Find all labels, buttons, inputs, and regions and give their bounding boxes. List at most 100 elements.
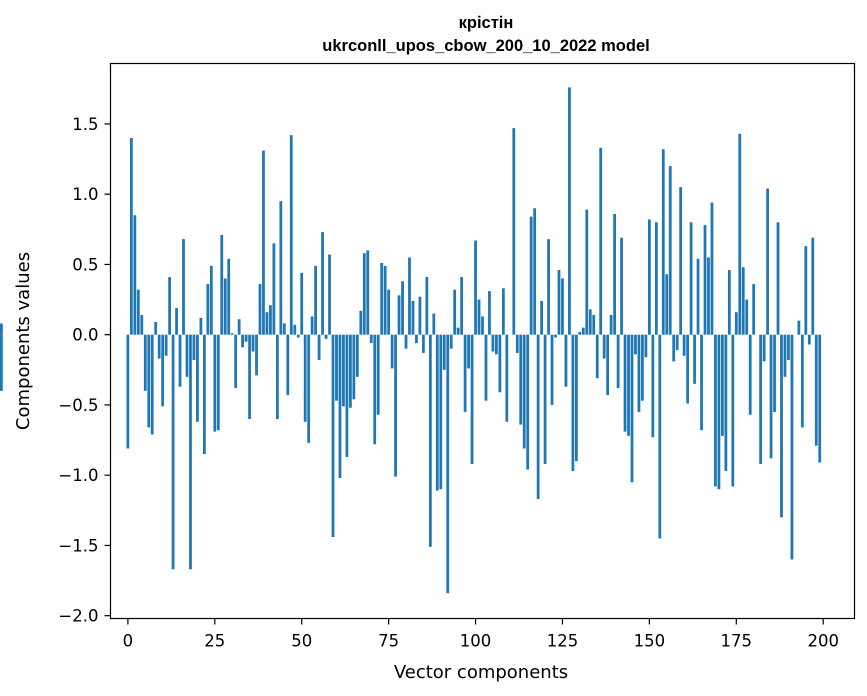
bar-133 bbox=[588, 309, 592, 335]
bar-33 bbox=[241, 334, 244, 348]
bar-23 bbox=[206, 284, 210, 335]
bar-135 bbox=[595, 334, 599, 379]
bar-113 bbox=[519, 334, 523, 425]
bar-169 bbox=[714, 334, 717, 487]
bar-109 bbox=[505, 334, 509, 422]
bar-39 bbox=[262, 150, 265, 335]
bar-30 bbox=[230, 333, 234, 335]
x-tick-label-200: 200 bbox=[807, 632, 839, 651]
bar-19 bbox=[192, 334, 196, 360]
bar-84 bbox=[418, 296, 422, 335]
bar-198 bbox=[814, 334, 818, 446]
y-tick-label-2: −1.0 bbox=[58, 466, 98, 485]
bar-105 bbox=[491, 334, 495, 352]
bar-3 bbox=[136, 289, 140, 335]
bar-180 bbox=[752, 284, 756, 335]
bar-123 bbox=[554, 334, 557, 338]
bar-20 bbox=[196, 334, 199, 422]
bar-1 bbox=[129, 137, 133, 335]
bar-156 bbox=[668, 166, 672, 335]
bar-40 bbox=[265, 312, 269, 335]
bar-171 bbox=[721, 334, 724, 436]
bar-119 bbox=[540, 300, 543, 335]
bar-152 bbox=[654, 222, 658, 335]
bar-148 bbox=[641, 334, 644, 401]
bar-168 bbox=[710, 202, 714, 335]
bar-96 bbox=[460, 277, 464, 335]
bar-44 bbox=[279, 201, 283, 335]
bar-150 bbox=[647, 219, 651, 335]
bar-185 bbox=[769, 334, 773, 459]
bar-137 bbox=[602, 334, 606, 359]
bar-190 bbox=[787, 334, 790, 360]
bar-45 bbox=[282, 323, 286, 335]
bar-77 bbox=[394, 334, 397, 477]
bar-197 bbox=[811, 237, 815, 335]
bar-14 bbox=[175, 307, 178, 335]
bar-28 bbox=[223, 278, 227, 335]
bar-194 bbox=[800, 334, 804, 428]
bar-51 bbox=[303, 334, 307, 422]
bar-178 bbox=[745, 299, 749, 335]
bar-102 bbox=[481, 316, 484, 335]
chart-title-line1: крістін bbox=[459, 14, 514, 32]
bar-35 bbox=[248, 334, 251, 419]
bar-87 bbox=[428, 334, 432, 547]
bar-70 bbox=[369, 334, 373, 344]
bar-50 bbox=[300, 272, 304, 335]
bar-112 bbox=[515, 334, 519, 353]
bar-46 bbox=[286, 334, 290, 396]
x-tick-label-0: 0 bbox=[123, 632, 134, 651]
y-tick-label-7: 1.5 bbox=[72, 115, 98, 134]
bar-42 bbox=[272, 243, 276, 335]
bar-64 bbox=[349, 334, 352, 408]
bar-57 bbox=[324, 334, 328, 339]
y-tick-label-3: −0.5 bbox=[58, 396, 98, 415]
bar-16 bbox=[182, 239, 185, 335]
bar-85 bbox=[422, 334, 425, 353]
y-tick-label-5: 0.5 bbox=[72, 255, 98, 274]
bar-127 bbox=[568, 87, 571, 335]
bar-116 bbox=[529, 216, 533, 335]
bar-163 bbox=[693, 334, 696, 384]
bar-162 bbox=[689, 222, 693, 335]
bar-175 bbox=[734, 312, 738, 335]
bar-106 bbox=[495, 334, 498, 355]
bar-81 bbox=[408, 257, 411, 335]
bar-82 bbox=[411, 300, 415, 335]
bar-131 bbox=[581, 327, 585, 335]
bar-25 bbox=[213, 334, 217, 432]
bar-120 bbox=[543, 334, 547, 464]
bar-186 bbox=[773, 334, 776, 412]
bar-141 bbox=[616, 334, 620, 389]
x-tick-label-25: 25 bbox=[204, 632, 225, 651]
bar-177 bbox=[741, 267, 745, 335]
bar-58 bbox=[328, 254, 331, 335]
bar-172 bbox=[724, 334, 728, 471]
bars-group bbox=[0, 87, 822, 594]
y-tick-label-6: 1.0 bbox=[72, 185, 98, 204]
bar-90 bbox=[439, 334, 443, 490]
y-axis-label: Components values bbox=[13, 252, 34, 430]
bar-121 bbox=[547, 239, 550, 335]
x-tick-label-175: 175 bbox=[721, 632, 753, 651]
bar-34 bbox=[244, 334, 248, 342]
chart-title-line2: ukrconll_upos_cbow_200_10_2022 model bbox=[322, 37, 649, 55]
bar-147 bbox=[637, 334, 641, 412]
bar-138 bbox=[606, 334, 610, 396]
x-tick-label-150: 150 bbox=[634, 632, 666, 651]
bar-11 bbox=[164, 334, 168, 356]
bar-143 bbox=[623, 334, 627, 432]
bar-115 bbox=[526, 334, 530, 470]
bar-191 bbox=[790, 334, 794, 560]
bar-136 bbox=[599, 147, 603, 335]
bar-165 bbox=[700, 334, 703, 431]
bar-0 bbox=[126, 334, 130, 449]
x-tick-label-100: 100 bbox=[460, 632, 492, 651]
bar-79 bbox=[401, 281, 404, 335]
bar-134 bbox=[592, 315, 596, 335]
bar-140 bbox=[613, 213, 616, 335]
x-axis-label: Vector components bbox=[394, 662, 568, 683]
bar-144 bbox=[627, 334, 630, 436]
y-tick-label-0: −2.0 bbox=[58, 607, 98, 626]
